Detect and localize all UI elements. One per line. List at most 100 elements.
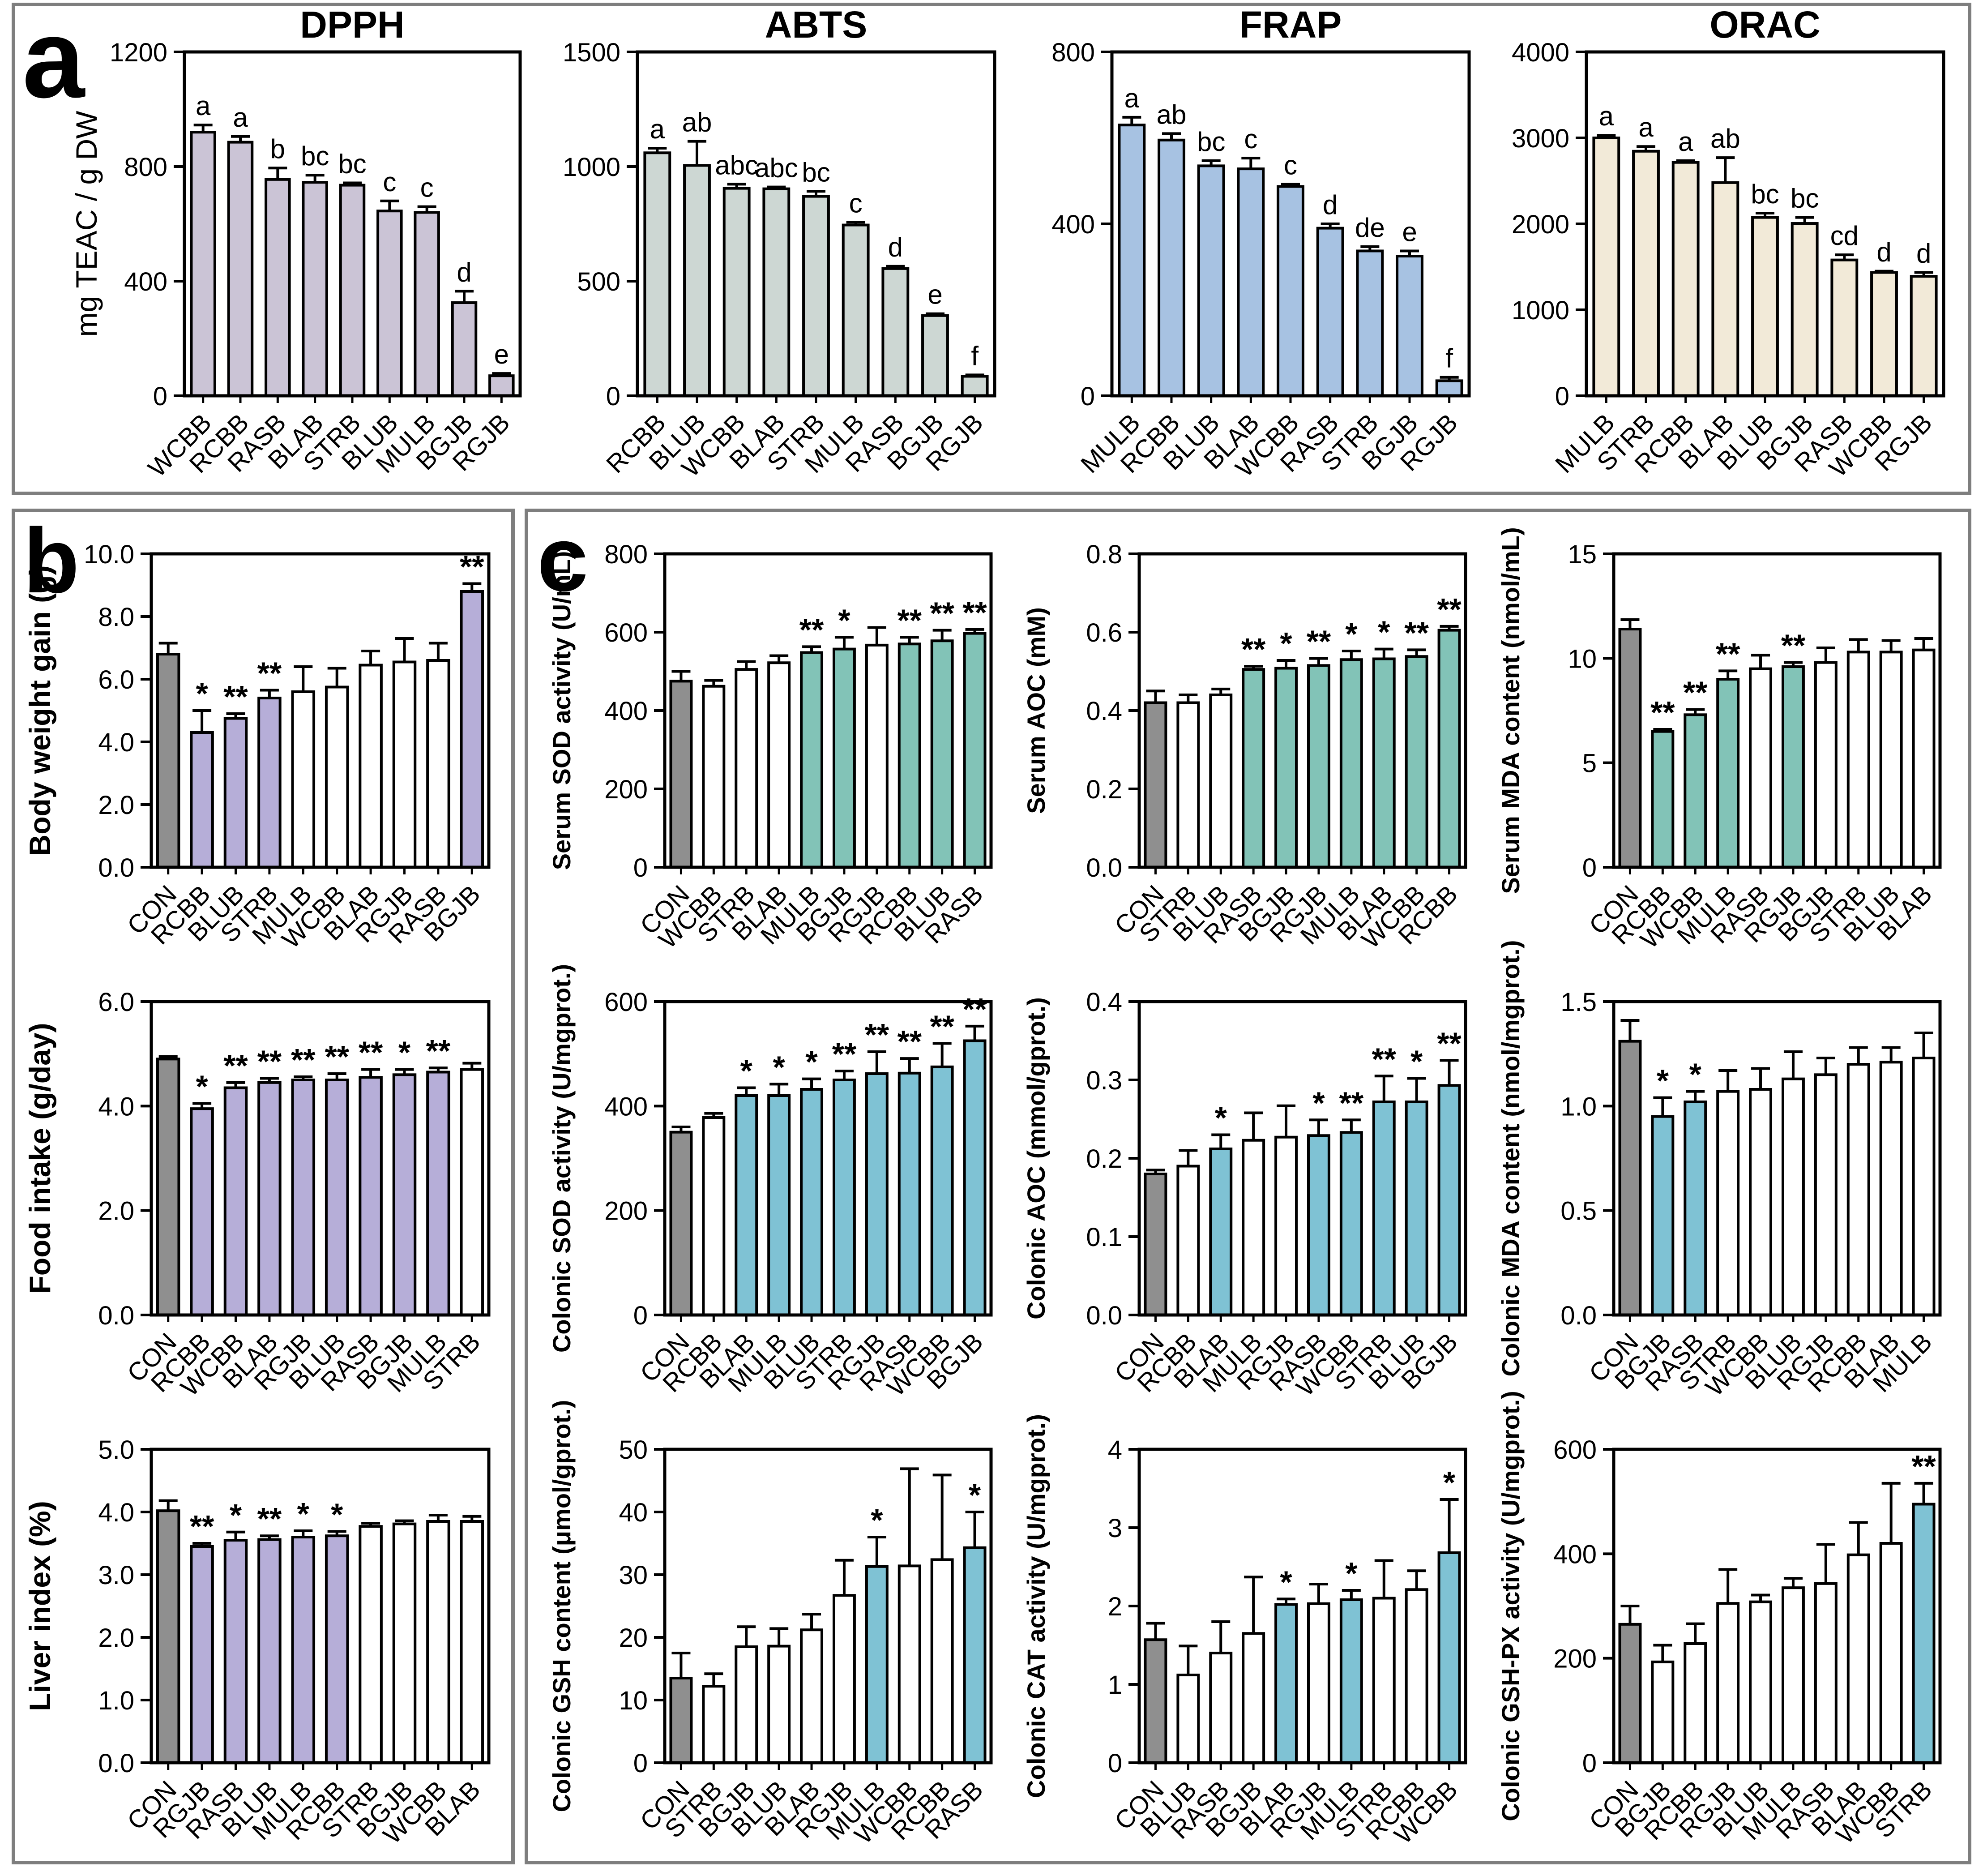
bar-colonic_sod-bgjb	[963, 1039, 987, 1316]
y-tick-label: 0.0	[1086, 1301, 1122, 1330]
bar-colonic_aoc-strb	[1372, 1101, 1396, 1316]
sig-annotation: *	[805, 1045, 818, 1079]
y-tick-label: 30	[619, 1561, 648, 1590]
sig-annotation: *	[871, 1503, 883, 1538]
bar-liver_index-blub	[257, 1538, 282, 1764]
bar-frap-mulb	[1118, 124, 1146, 397]
bar-abts-rasb	[881, 267, 910, 398]
bar-colonic_mda-con	[1618, 1040, 1642, 1316]
chart-svg-orac: aMULBaSTRBaRCBBabBLABbcBLUBbcBGJBcdRASBd…	[1512, 4, 1945, 483]
bar-orac-rasb	[1830, 258, 1859, 397]
chart-svg-colonic_aoc: CONRCBB*BLABMULBRGJB*RASB**WCBB**STRB*BL…	[1022, 988, 1467, 1402]
bar-colonic_aoc-rgjb	[1274, 1135, 1298, 1316]
bar-serum_aoc-rasb	[1242, 668, 1265, 869]
bar-colonic_cat-rgjb	[1307, 1602, 1330, 1764]
bar-orac-bgjb	[1791, 222, 1819, 397]
y-tick-label: 400	[124, 267, 167, 296]
panel-a-charts: a WCBB a RCBB b RASB bc BLAB bc STRB c BLUB c MULB d BG…	[64, 4, 1962, 491]
chart-serum-mda: CON ** RCBB ** WCBB ** MULB RASB ** RGJB BGJB STRB B…	[1486, 516, 1961, 964]
y-axis-label: Serum MDA content (nmol/mL)	[1496, 527, 1525, 894]
bar-food_intake-rgjb	[291, 1079, 316, 1316]
y-tick-label: 4000	[1512, 38, 1569, 67]
bar-colonic_aoc-blab	[1209, 1148, 1233, 1316]
bar-body_weight_gain-bgjb	[460, 590, 484, 869]
bar-serum_sod-wcbb	[702, 685, 726, 869]
sig-annotation: *	[230, 1498, 242, 1533]
sig-annotation: **	[1437, 592, 1462, 627]
y-tick-label: 4.0	[98, 1092, 134, 1121]
sig-annotation: *	[1378, 615, 1390, 650]
chart-svg-colonic_sod: CONRCBB*BLAB*MULB*BLUB**STRB**RGJB**RASB…	[547, 964, 993, 1402]
sig-annotation: *	[1443, 1465, 1456, 1500]
chart-title: ABTS	[765, 4, 868, 46]
bar-serum_mda-bgjb	[1814, 661, 1838, 869]
sig-annotation: ab	[1710, 124, 1740, 154]
bar-serum_sod-rcbb	[897, 642, 921, 869]
y-tick-label: 400	[1553, 1540, 1597, 1569]
y-tick-label: 8.0	[98, 603, 134, 632]
bar-orac-blub	[1751, 216, 1779, 397]
bar-liver_index-strb	[359, 1525, 383, 1764]
y-tick-label: 1.0	[1560, 1092, 1597, 1121]
bar-colonic_gsh-mulb	[865, 1565, 889, 1764]
chart-svg-dpph: aWCBBaRCBBbRASBbcBLABbcSTRBcBLUBcMULBdBG…	[70, 4, 522, 483]
chart-colonic-gsh: CON STRB BGJB BLUB BLAB RGJB * MULB WCBB RCBB * RAS…	[537, 1400, 1012, 1859]
bar-colonic_gshpx-bgjb	[1651, 1660, 1675, 1764]
y-tick-label: 1.0	[98, 1686, 134, 1715]
sig-annotation: **	[1716, 636, 1740, 671]
y-tick-label: 10	[1568, 644, 1597, 673]
sig-annotation: d	[1323, 190, 1338, 220]
bar-serum_sod-blab	[767, 661, 791, 869]
sig-annotation: *	[297, 1496, 310, 1531]
y-tick-label: 0	[606, 382, 620, 411]
sig-annotation: abc	[715, 150, 758, 180]
bar-colonic_mda-bgjb	[1651, 1115, 1675, 1316]
bar-frap-rcbb	[1158, 138, 1185, 397]
bar-colonic_sod-strb	[832, 1079, 856, 1316]
bar-liver_index-bgjb	[392, 1522, 417, 1765]
bar-serum_aoc-blub	[1209, 694, 1233, 869]
bar-body_weight_gain-strb	[257, 697, 282, 869]
bar-colonic_gshpx-strb	[1912, 1503, 1936, 1764]
bar-serum_mda-rcbb	[1651, 730, 1675, 869]
chart-svg-colonic_gsh: CONSTRBBGJBBLUBBLABRGJB*MULBWCBBRCBB*RAS…	[547, 1400, 993, 1850]
bar-colonic_aoc-wcbb	[1339, 1131, 1363, 1316]
sig-annotation: d	[457, 257, 471, 287]
chart-svg-colonic_mda: CON*BGJB*RASBSTRBWCBBBLUBRGJBRCBBBLABMUL…	[1496, 940, 1942, 1402]
bar-abts-blab	[762, 187, 791, 397]
y-tick-label: 0.0	[98, 1301, 134, 1330]
bar-serum_aoc-con	[1144, 701, 1167, 869]
sig-annotation: *	[196, 676, 208, 711]
sig-annotation: **	[1683, 675, 1708, 710]
y-tick-label: 0.4	[1086, 988, 1122, 1017]
bar-liver_index-rgjb	[190, 1545, 214, 1764]
bar-colonic_sod-wcbb	[930, 1065, 954, 1317]
bar-abts-blub	[683, 164, 711, 397]
y-axis-label: Serum SOD activity (U/mL)	[547, 551, 576, 870]
sig-annotation: bc	[1751, 179, 1779, 209]
bar-colonic_gshpx-rasb	[1814, 1582, 1838, 1764]
sig-annotation: **	[291, 1042, 316, 1077]
y-tick-label: 0.0	[98, 1749, 134, 1778]
bar-serum_sod-rasb	[963, 632, 987, 869]
bar-serum_sod-con	[669, 680, 693, 869]
sig-annotation: **	[257, 1044, 282, 1079]
y-tick-label: 0	[633, 1749, 648, 1778]
bar-serum_mda-blab	[1912, 648, 1936, 869]
bar-abts-mulb	[842, 223, 870, 397]
sig-annotation: **	[426, 1033, 451, 1068]
chart-orac: a MULB a STRB a RCBB ab BLAB bc BLUB bc BGJB cd RASB d…	[1487, 4, 1962, 491]
y-tick-label: 0.4	[1086, 697, 1122, 726]
sig-annotation: **	[799, 612, 824, 647]
y-tick-label: 2000	[1512, 210, 1569, 239]
y-axis-label: Colonic CAT activity (U/mgprot.)	[1022, 1414, 1050, 1798]
sig-annotation: **	[1781, 628, 1806, 663]
bar-abts-rcbb	[643, 151, 671, 397]
sig-annotation: *	[1312, 1085, 1325, 1120]
bar-liver_index-con	[156, 1509, 180, 1764]
y-tick-label: 400	[604, 1092, 648, 1121]
bar-colonic_gsh-blub	[767, 1645, 791, 1764]
bar-serum_mda-rgjb	[1781, 665, 1805, 869]
sig-annotation: **	[1437, 1026, 1462, 1061]
bar-colonic_aoc-rasb	[1307, 1134, 1330, 1316]
